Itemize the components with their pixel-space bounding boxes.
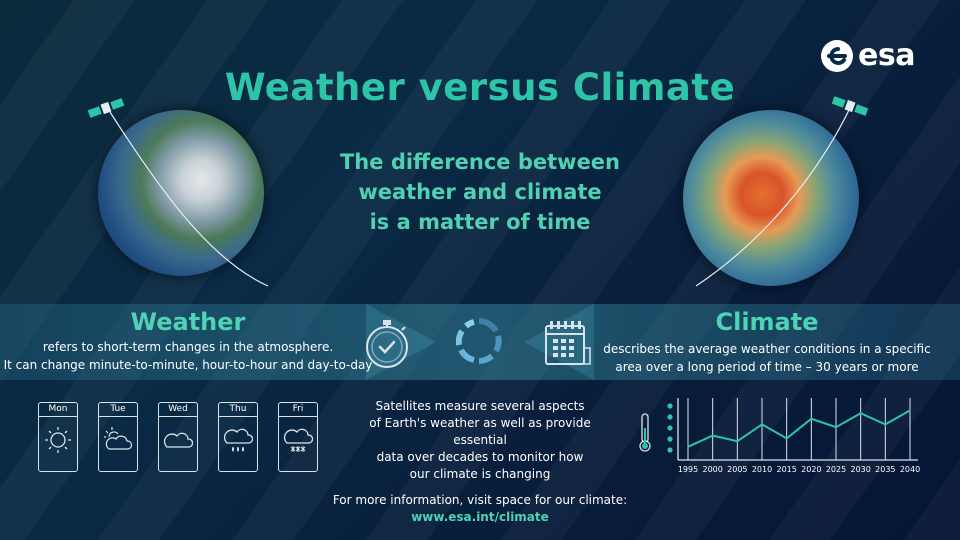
data-point xyxy=(785,437,788,440)
subtitle: The difference between weather and clima… xyxy=(300,147,660,237)
y-axis-dot xyxy=(667,447,673,453)
data-point xyxy=(736,440,739,442)
satellite-icon xyxy=(831,96,869,116)
climate-link[interactable]: www.esa.int/climate xyxy=(411,510,549,524)
x-tick-label: 1995 xyxy=(678,465,698,474)
y-axis-dot xyxy=(667,403,673,409)
forecast-day-mon: Mon xyxy=(38,402,78,472)
chart-series xyxy=(687,409,911,448)
day-label: Wed xyxy=(159,404,197,417)
x-tick-label: 2030 xyxy=(850,465,870,474)
y-axis-dot xyxy=(667,425,673,431)
climate-description: describes the average weather conditions… xyxy=(574,340,960,376)
data-point xyxy=(687,446,689,448)
more-info-text: For more information, visit space for ou… xyxy=(332,493,628,507)
loading-ring-icon xyxy=(456,318,502,364)
info-band xyxy=(0,304,960,380)
earth-globe-climate xyxy=(683,110,859,286)
subtitle-line: is a matter of time xyxy=(369,210,591,234)
orbit-left xyxy=(87,98,269,287)
forecast-days: Mon Tue Wed Thu xyxy=(38,402,318,472)
data-point xyxy=(859,412,862,414)
subtitle-line: The difference between xyxy=(339,150,620,174)
day-label: Fri xyxy=(279,404,317,417)
climate-desc-line: describes the average weather conditions… xyxy=(603,342,931,356)
data-point xyxy=(810,418,813,420)
x-tick-labels: 1995 2000 2005 2010 2015 2020 2025 2030 2035 2040 xyxy=(678,465,920,474)
calendar-icon xyxy=(545,321,591,365)
satellite-desc-line: Satellites measure several aspects xyxy=(375,399,585,413)
climate-heading: Climate xyxy=(715,308,819,336)
climate-desc-line: area over a long period of time – 30 yea… xyxy=(615,360,919,374)
x-tick-label: 2015 xyxy=(776,465,796,474)
day-label: Thu xyxy=(219,404,257,417)
orbit-right xyxy=(695,96,869,287)
x-tick-label: 2035 xyxy=(875,465,895,474)
data-point xyxy=(884,423,887,426)
weather-heading: Weather xyxy=(130,308,246,336)
data-point xyxy=(711,434,714,437)
data-point xyxy=(835,426,837,428)
x-tick-label: 2040 xyxy=(900,465,920,474)
satellite-icon xyxy=(87,98,125,118)
thermometer-icon xyxy=(639,413,651,452)
cloud-icon xyxy=(163,432,193,448)
band-arrow-right xyxy=(524,304,594,380)
climate-chart: 1995 2000 2005 2010 2015 2020 2025 2030 2035 2040 xyxy=(639,398,920,474)
esa-logo-icon xyxy=(821,39,853,72)
logo-text: esa xyxy=(858,38,915,73)
forecast-day-fri: Fri xyxy=(278,402,318,472)
data-point xyxy=(909,409,911,412)
weather-description: refers to short-term changes in the atmo… xyxy=(0,338,376,374)
stopwatch-icon xyxy=(366,320,408,368)
weather-desc-line: refers to short-term changes in the atmo… xyxy=(42,340,334,354)
y-axis-dot xyxy=(667,436,673,442)
series-line xyxy=(687,409,911,448)
subtitle-line: weather and climate xyxy=(358,180,602,204)
day-label: Tue xyxy=(99,404,137,417)
page-title: Weather versus Climate xyxy=(224,66,736,109)
day-label: Mon xyxy=(39,404,77,417)
sun-cloud-icon xyxy=(104,427,133,450)
earth-globe-weather xyxy=(98,110,264,276)
data-point xyxy=(761,423,763,426)
x-tick-label: 2025 xyxy=(826,465,846,474)
y-axis-dots xyxy=(667,403,673,453)
esa-logo: esa xyxy=(820,38,915,73)
forecast-day-thu: Thu xyxy=(218,402,258,472)
x-tick-label: 2020 xyxy=(801,465,821,474)
x-tick-label: 2005 xyxy=(727,465,747,474)
chart-grid xyxy=(687,398,911,460)
satellite-desc-line: our climate is changing xyxy=(409,467,551,481)
y-axis-dot xyxy=(667,414,673,420)
x-tick-label: 2010 xyxy=(752,465,772,474)
x-tick-label: 2000 xyxy=(702,465,722,474)
forecast-day-tue: Tue xyxy=(98,402,138,472)
satellite-desc-line: data over decades to monitor how xyxy=(376,450,584,464)
snow-cloud-icon xyxy=(283,428,313,452)
forecast-day-wed: Wed xyxy=(158,402,198,472)
satellite-description: Satellites measure several aspects of Ea… xyxy=(350,398,610,483)
satellite-desc-line: of Earth's weather as well as provide es… xyxy=(369,416,591,447)
sun-icon xyxy=(45,427,71,453)
rain-cloud-icon xyxy=(223,428,253,452)
weather-desc-line: It can change minute-to-minute, hour-to-… xyxy=(3,358,373,372)
